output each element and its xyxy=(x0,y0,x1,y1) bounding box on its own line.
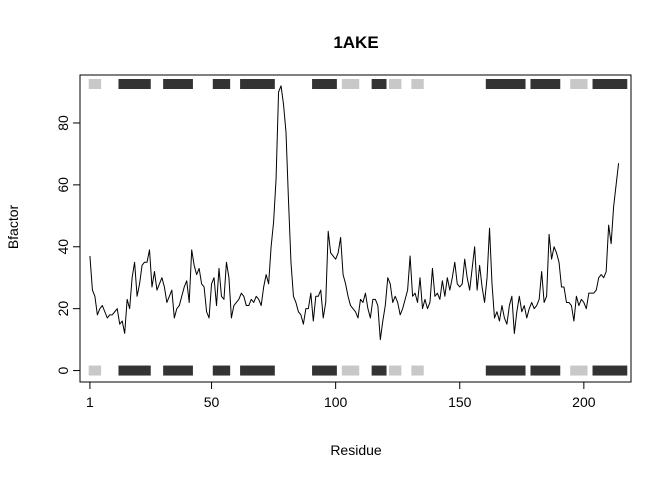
y-tick-label-0: 0 xyxy=(55,366,71,374)
chart-title: 1AKE xyxy=(333,33,378,52)
x-tick-label-50: 50 xyxy=(204,394,220,410)
sse-bottom-helix-2 xyxy=(163,365,193,376)
sse-top-helix-4 xyxy=(240,79,275,89)
sse-bottom-helix-1 xyxy=(118,365,151,376)
y-tick-label-80: 80 xyxy=(55,115,71,131)
sse-bottom-strand-6 xyxy=(341,365,360,376)
x-tick-label-1: 1 xyxy=(86,394,94,410)
sse-top-helix-13 xyxy=(592,79,628,89)
sse-top-strand-12 xyxy=(570,79,588,89)
sse-top-helix-2 xyxy=(163,79,193,89)
sse-bottom-helix-4 xyxy=(240,365,275,376)
sse-top-helix-1 xyxy=(118,79,151,89)
sse-bottom-strand-0 xyxy=(88,365,102,376)
x-tick-label-100: 100 xyxy=(324,394,348,410)
sse-bottom-strand-8 xyxy=(389,365,402,376)
sse-bottom-helix-11 xyxy=(530,365,561,376)
sse-bottom-helix-10 xyxy=(485,365,526,376)
plot-frame xyxy=(79,74,632,383)
sse-top-strand-6 xyxy=(341,79,360,89)
sse-top-helix-10 xyxy=(485,79,526,89)
sse-top-strand-8 xyxy=(389,79,402,89)
y-axis-label: Bfactor xyxy=(5,204,21,249)
y-tick-label-20: 20 xyxy=(55,301,71,317)
sse-bottom-helix-5 xyxy=(312,365,337,376)
sse-top-helix-11 xyxy=(530,79,561,89)
sse-top-helix-5 xyxy=(312,79,337,89)
sse-top-helix-3 xyxy=(212,79,231,89)
sse-top-strand-0 xyxy=(88,79,102,89)
sse-bottom-strand-9 xyxy=(411,365,424,376)
bfactor-line xyxy=(89,85,620,341)
y-tick-label-40: 40 xyxy=(55,239,71,255)
x-axis-label: Residue xyxy=(330,442,382,458)
sse-bottom-helix-3 xyxy=(212,365,231,376)
x-tick-label-200: 200 xyxy=(572,394,596,410)
sse-bottom-helix-7 xyxy=(371,365,387,376)
y-tick-label-60: 60 xyxy=(55,177,71,193)
sse-bottom-helix-13 xyxy=(592,365,628,376)
x-tick-label-150: 150 xyxy=(448,394,472,410)
sse-bottom-strand-12 xyxy=(570,365,588,376)
sse-top-strand-9 xyxy=(411,79,424,89)
sse-top-helix-7 xyxy=(371,79,387,89)
